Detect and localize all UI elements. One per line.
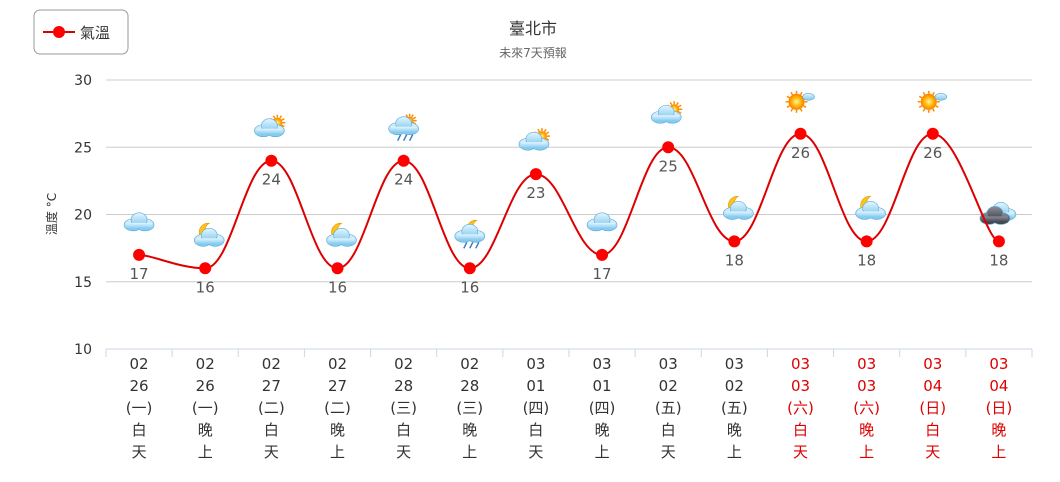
moon-cloud-icon [326, 222, 357, 247]
temperature-data-label: 18 [857, 251, 876, 269]
temperature-data-label: 17 [593, 265, 612, 283]
temperature-data-label: 18 [989, 251, 1008, 269]
moon-cloud-icon [855, 196, 886, 220]
temperature-point[interactable] [992, 235, 1005, 248]
y-tick-label: 25 [74, 140, 92, 156]
x-tick-label: 02 28 (三)白天 [390, 355, 417, 461]
x-tick-label: 03 01 (四)晚上 [589, 355, 616, 461]
y-axis-ticks: 10 15 20 25 30 [74, 73, 92, 358]
moon-cloud-icon [723, 196, 754, 220]
y-tick-label: 30 [74, 73, 92, 89]
temperature-data-label: 26 [791, 144, 810, 162]
temperature-data-label: 24 [394, 171, 413, 189]
legend[interactable]: 氣溫 [33, 9, 129, 55]
temperature-point[interactable] [463, 262, 476, 275]
legend-label: 氣溫 [80, 24, 110, 42]
x-tick-label: 02 27 (二)晚上 [324, 355, 351, 461]
sun-cloud-icon [650, 101, 683, 124]
temperature-point[interactable] [860, 235, 873, 248]
temperature-point[interactable] [728, 235, 741, 248]
temperature-point[interactable] [529, 168, 542, 181]
temperature-point[interactable] [596, 248, 609, 261]
weather-icons [123, 90, 1017, 249]
x-tick-label: 03 03 (六)晚上 [853, 355, 880, 461]
x-tick-label: 03 02 (五)晚上 [721, 355, 748, 461]
cloudy-icon [123, 212, 155, 232]
cloudy-icon [586, 212, 618, 232]
temperature-data-label: 16 [196, 278, 215, 296]
temperature-data-label: 26 [923, 144, 942, 162]
temperature-data-label: 18 [725, 251, 744, 269]
temperature-data-label: 16 [460, 278, 479, 296]
temperature-point[interactable] [331, 262, 344, 275]
x-axis: 02 26 (一)白天 02 26 (一)晚上 02 27 (二)白天 02 27 (二)晚上 02 28… [105, 348, 1033, 461]
x-tick-label: 03 03 (六)白天 [787, 355, 814, 461]
sunny-cloud-icon [917, 90, 948, 113]
temperature-point[interactable] [794, 127, 807, 140]
y-tick-label: 20 [74, 208, 92, 224]
chart-subtitle: 未來7天預報 [499, 46, 567, 60]
temperature-data-label: 23 [526, 184, 545, 202]
temperature-data-label: 16 [328, 278, 347, 296]
x-tick-label: 03 01 (四)白天 [523, 355, 550, 461]
temperature-points [133, 127, 1005, 275]
sun-cloud-icon [518, 128, 550, 151]
temperature-point[interactable] [662, 141, 675, 154]
y-tick-label: 10 [74, 342, 92, 358]
sun-cloud-icon [254, 114, 286, 137]
x-tick-label: 03 02 (五)白天 [655, 355, 682, 461]
grid-lines [106, 79, 1032, 283]
temperature-point[interactable] [265, 154, 278, 167]
temperature-data-label: 25 [659, 157, 678, 175]
temperature-series-line [139, 132, 1000, 270]
sun-cloud-rain-icon [388, 113, 419, 142]
x-tick-label: 02 28 (三)晚上 [456, 355, 483, 461]
legend-box [33, 9, 129, 55]
x-tick-label: 02 27 (二)白天 [258, 355, 285, 461]
moon-cloud-rain-icon [454, 219, 486, 249]
temperature-point[interactable] [926, 127, 939, 140]
x-tick-label: 03 04 (日)白天 [919, 355, 946, 461]
temperature-data-labels: 17 16 24 16 24 16 23 17 25 18 26 18 26 18 [130, 144, 1009, 296]
y-axis-label: 溫度 °C [44, 193, 59, 235]
temperature-point[interactable] [199, 262, 212, 275]
x-tick-label: 03 04 (日)晚上 [986, 355, 1013, 461]
moon-cloud-icon [193, 222, 225, 247]
legend-marker-icon [53, 26, 65, 38]
temperature-point[interactable] [397, 154, 410, 167]
chart-title: 臺北市 [509, 19, 557, 38]
y-tick-label: 15 [74, 275, 92, 291]
x-tick-label: 02 26 (一)白天 [126, 355, 153, 461]
temperature-data-label: 17 [130, 265, 149, 283]
temperature-point[interactable] [133, 248, 146, 261]
x-tick-label: 02 26 (一)晚上 [192, 355, 219, 461]
temperature-data-label: 24 [262, 171, 281, 189]
sunny-cloud-icon [785, 90, 815, 113]
dark-cloud-icon [979, 202, 1017, 225]
